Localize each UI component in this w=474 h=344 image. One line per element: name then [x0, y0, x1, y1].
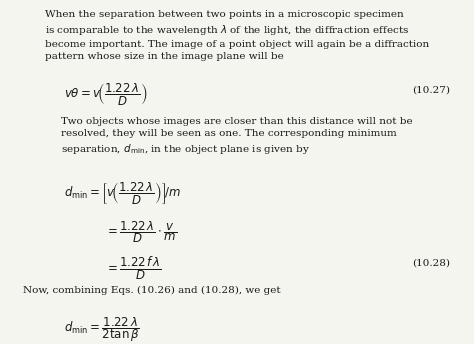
- Text: $v\theta = v\!\left(\dfrac{1.22\,\lambda}{D}\right)$: $v\theta = v\!\left(\dfrac{1.22\,\lambda…: [64, 81, 148, 107]
- Text: $d_{\rm min} = \dfrac{1.22\,\lambda}{2\tan\beta}$: $d_{\rm min} = \dfrac{1.22\,\lambda}{2\t…: [64, 315, 140, 344]
- Text: Now, combining Eqs. (10.26) and (10.28), we get: Now, combining Eqs. (10.26) and (10.28),…: [24, 286, 281, 294]
- Text: $= \dfrac{1.22\,f\,\lambda}{D}$: $= \dfrac{1.22\,f\,\lambda}{D}$: [105, 255, 162, 282]
- Text: When the separation between two points in a microscopic specimen
is comparable t: When the separation between two points i…: [45, 10, 429, 61]
- Text: (10.28): (10.28): [412, 258, 450, 267]
- Text: $= \dfrac{1.22\,\lambda}{D} \cdot \dfrac{v}{m}$: $= \dfrac{1.22\,\lambda}{D} \cdot \dfrac…: [105, 219, 177, 245]
- Text: (10.27): (10.27): [412, 86, 450, 95]
- Text: Two objects whose images are closer than this distance will not be
resolved, the: Two objects whose images are closer than…: [61, 117, 413, 156]
- Text: $d_{\rm min} = \left[v\!\left(\dfrac{1.22\,\lambda}{D}\right)\right]\!/m$: $d_{\rm min} = \left[v\!\left(\dfrac{1.2…: [64, 180, 182, 206]
